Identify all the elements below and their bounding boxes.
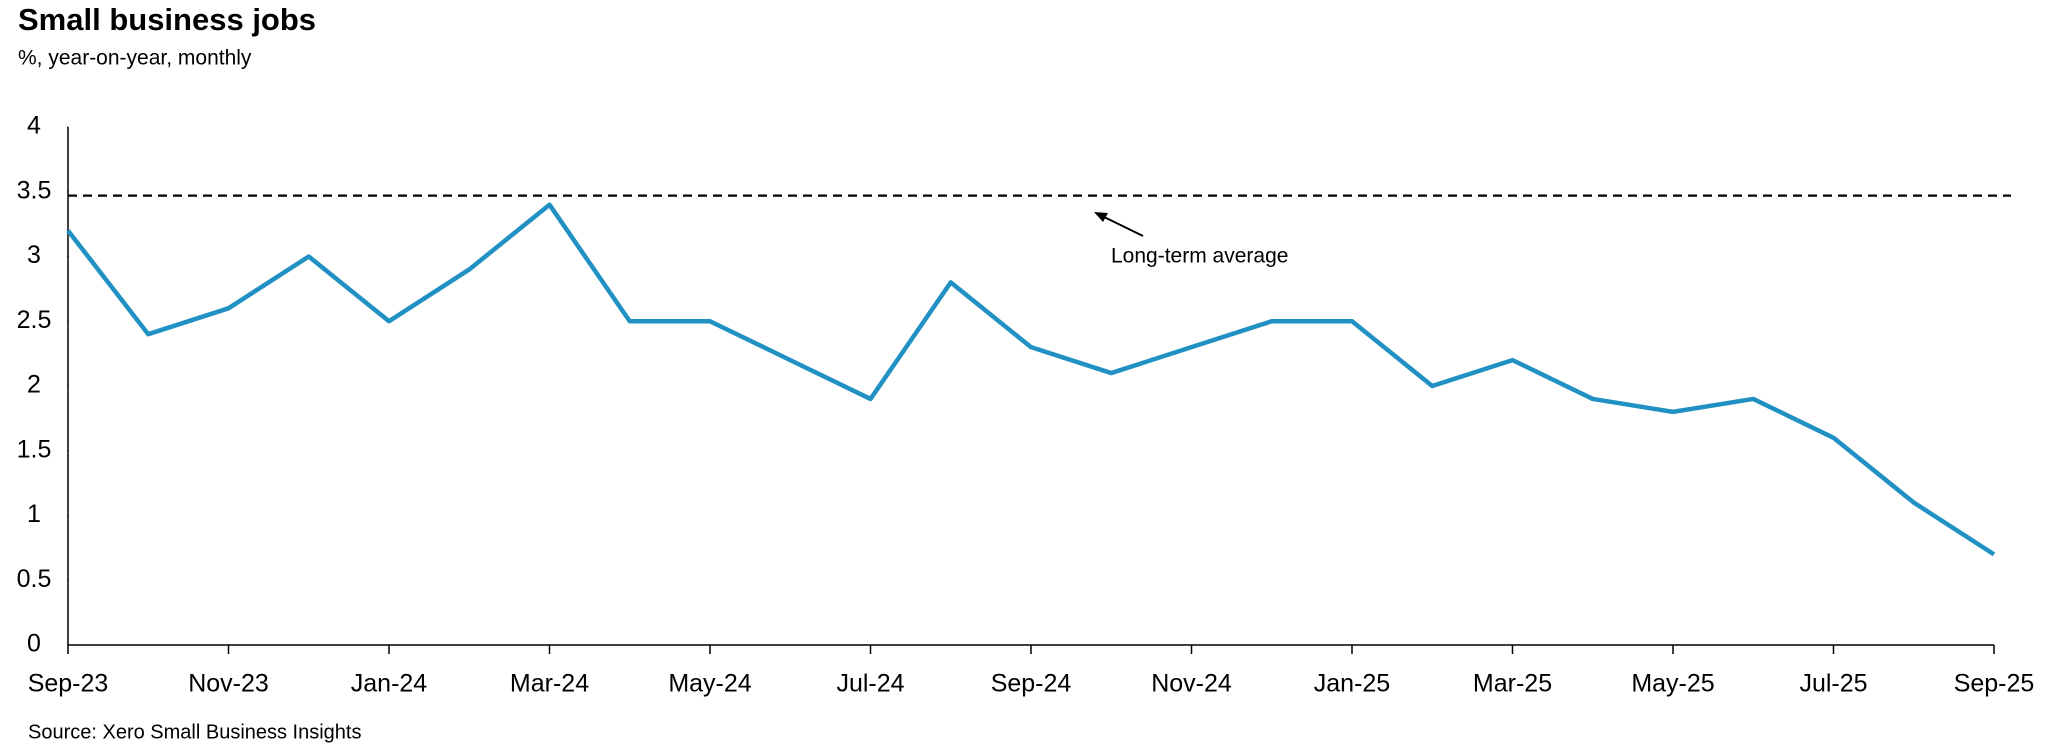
x-tick-label: Sep-23 [28,670,109,698]
y-tick-label: 1.5 [17,435,52,463]
x-tick-label: Jan-25 [1314,670,1390,698]
chart-title: Small business jobs [18,2,316,37]
y-tick-label: 1 [27,500,41,528]
y-tick-label: 0.5 [17,565,52,593]
y-tick-label: 3 [27,241,41,269]
x-tick-label: Jul-24 [836,670,904,698]
x-tick-label: Jan-24 [351,670,428,698]
annotation-arrow [1099,214,1144,237]
chart-subtitle: %, year-on-year, monthly [18,47,252,70]
x-tick-label: Nov-23 [188,670,269,698]
x-tick-label: May-25 [1631,670,1714,698]
source-note: Source: Xero Small Business Insights [28,721,362,743]
x-tick-label: Mar-24 [510,670,589,698]
x-tick-label: Nov-24 [1151,670,1232,698]
x-tick-label: May-24 [668,670,751,698]
x-tick-label: Sep-25 [1954,670,2035,698]
y-tick-label: 3.5 [17,176,52,204]
x-tick-label: Jul-25 [1799,670,1867,698]
y-tick-label: 4 [27,112,41,140]
annotation: Long-term average [1111,245,1288,268]
series-line [66,202,1996,557]
y-tick-label: 2.5 [17,306,52,334]
x-tick-label: Mar-25 [1473,670,1552,698]
x-tick-label: Sep-24 [991,670,1072,698]
y-tick-label: 0 [27,630,41,658]
y-tick-label: 2 [27,371,41,399]
annotation-arrowhead [1094,212,1108,222]
